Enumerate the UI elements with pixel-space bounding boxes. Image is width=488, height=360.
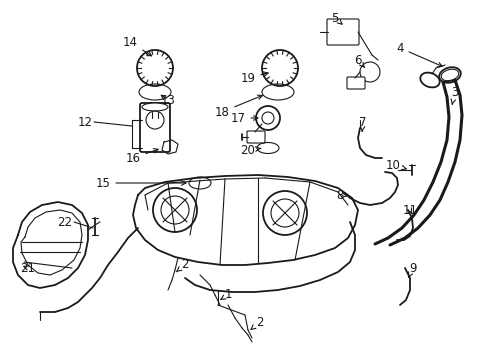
Text: 13: 13 bbox=[160, 94, 175, 107]
Text: 20: 20 bbox=[240, 144, 261, 157]
Ellipse shape bbox=[142, 103, 168, 111]
FancyBboxPatch shape bbox=[326, 19, 358, 45]
Text: 5: 5 bbox=[331, 12, 342, 24]
Text: 11: 11 bbox=[402, 203, 417, 216]
Text: 21: 21 bbox=[20, 261, 36, 274]
Text: 7: 7 bbox=[359, 116, 366, 131]
Text: 4: 4 bbox=[395, 41, 442, 67]
Text: 9: 9 bbox=[407, 261, 416, 278]
Text: 22: 22 bbox=[58, 216, 72, 229]
Text: 14: 14 bbox=[122, 36, 151, 56]
Text: 1: 1 bbox=[221, 288, 231, 302]
Text: 8: 8 bbox=[336, 189, 346, 202]
Text: 3: 3 bbox=[450, 86, 458, 104]
Text: 12: 12 bbox=[77, 116, 92, 129]
Text: 6: 6 bbox=[353, 54, 364, 68]
Text: 2: 2 bbox=[250, 315, 263, 329]
FancyBboxPatch shape bbox=[140, 103, 170, 152]
FancyBboxPatch shape bbox=[346, 77, 364, 89]
Text: 18: 18 bbox=[214, 95, 262, 118]
FancyBboxPatch shape bbox=[246, 131, 264, 143]
Text: 15: 15 bbox=[95, 176, 185, 189]
Text: 10: 10 bbox=[385, 158, 406, 171]
Text: 17: 17 bbox=[230, 112, 258, 125]
Text: 16: 16 bbox=[125, 149, 158, 165]
Text: 19: 19 bbox=[240, 72, 267, 85]
Text: 2: 2 bbox=[176, 258, 188, 272]
